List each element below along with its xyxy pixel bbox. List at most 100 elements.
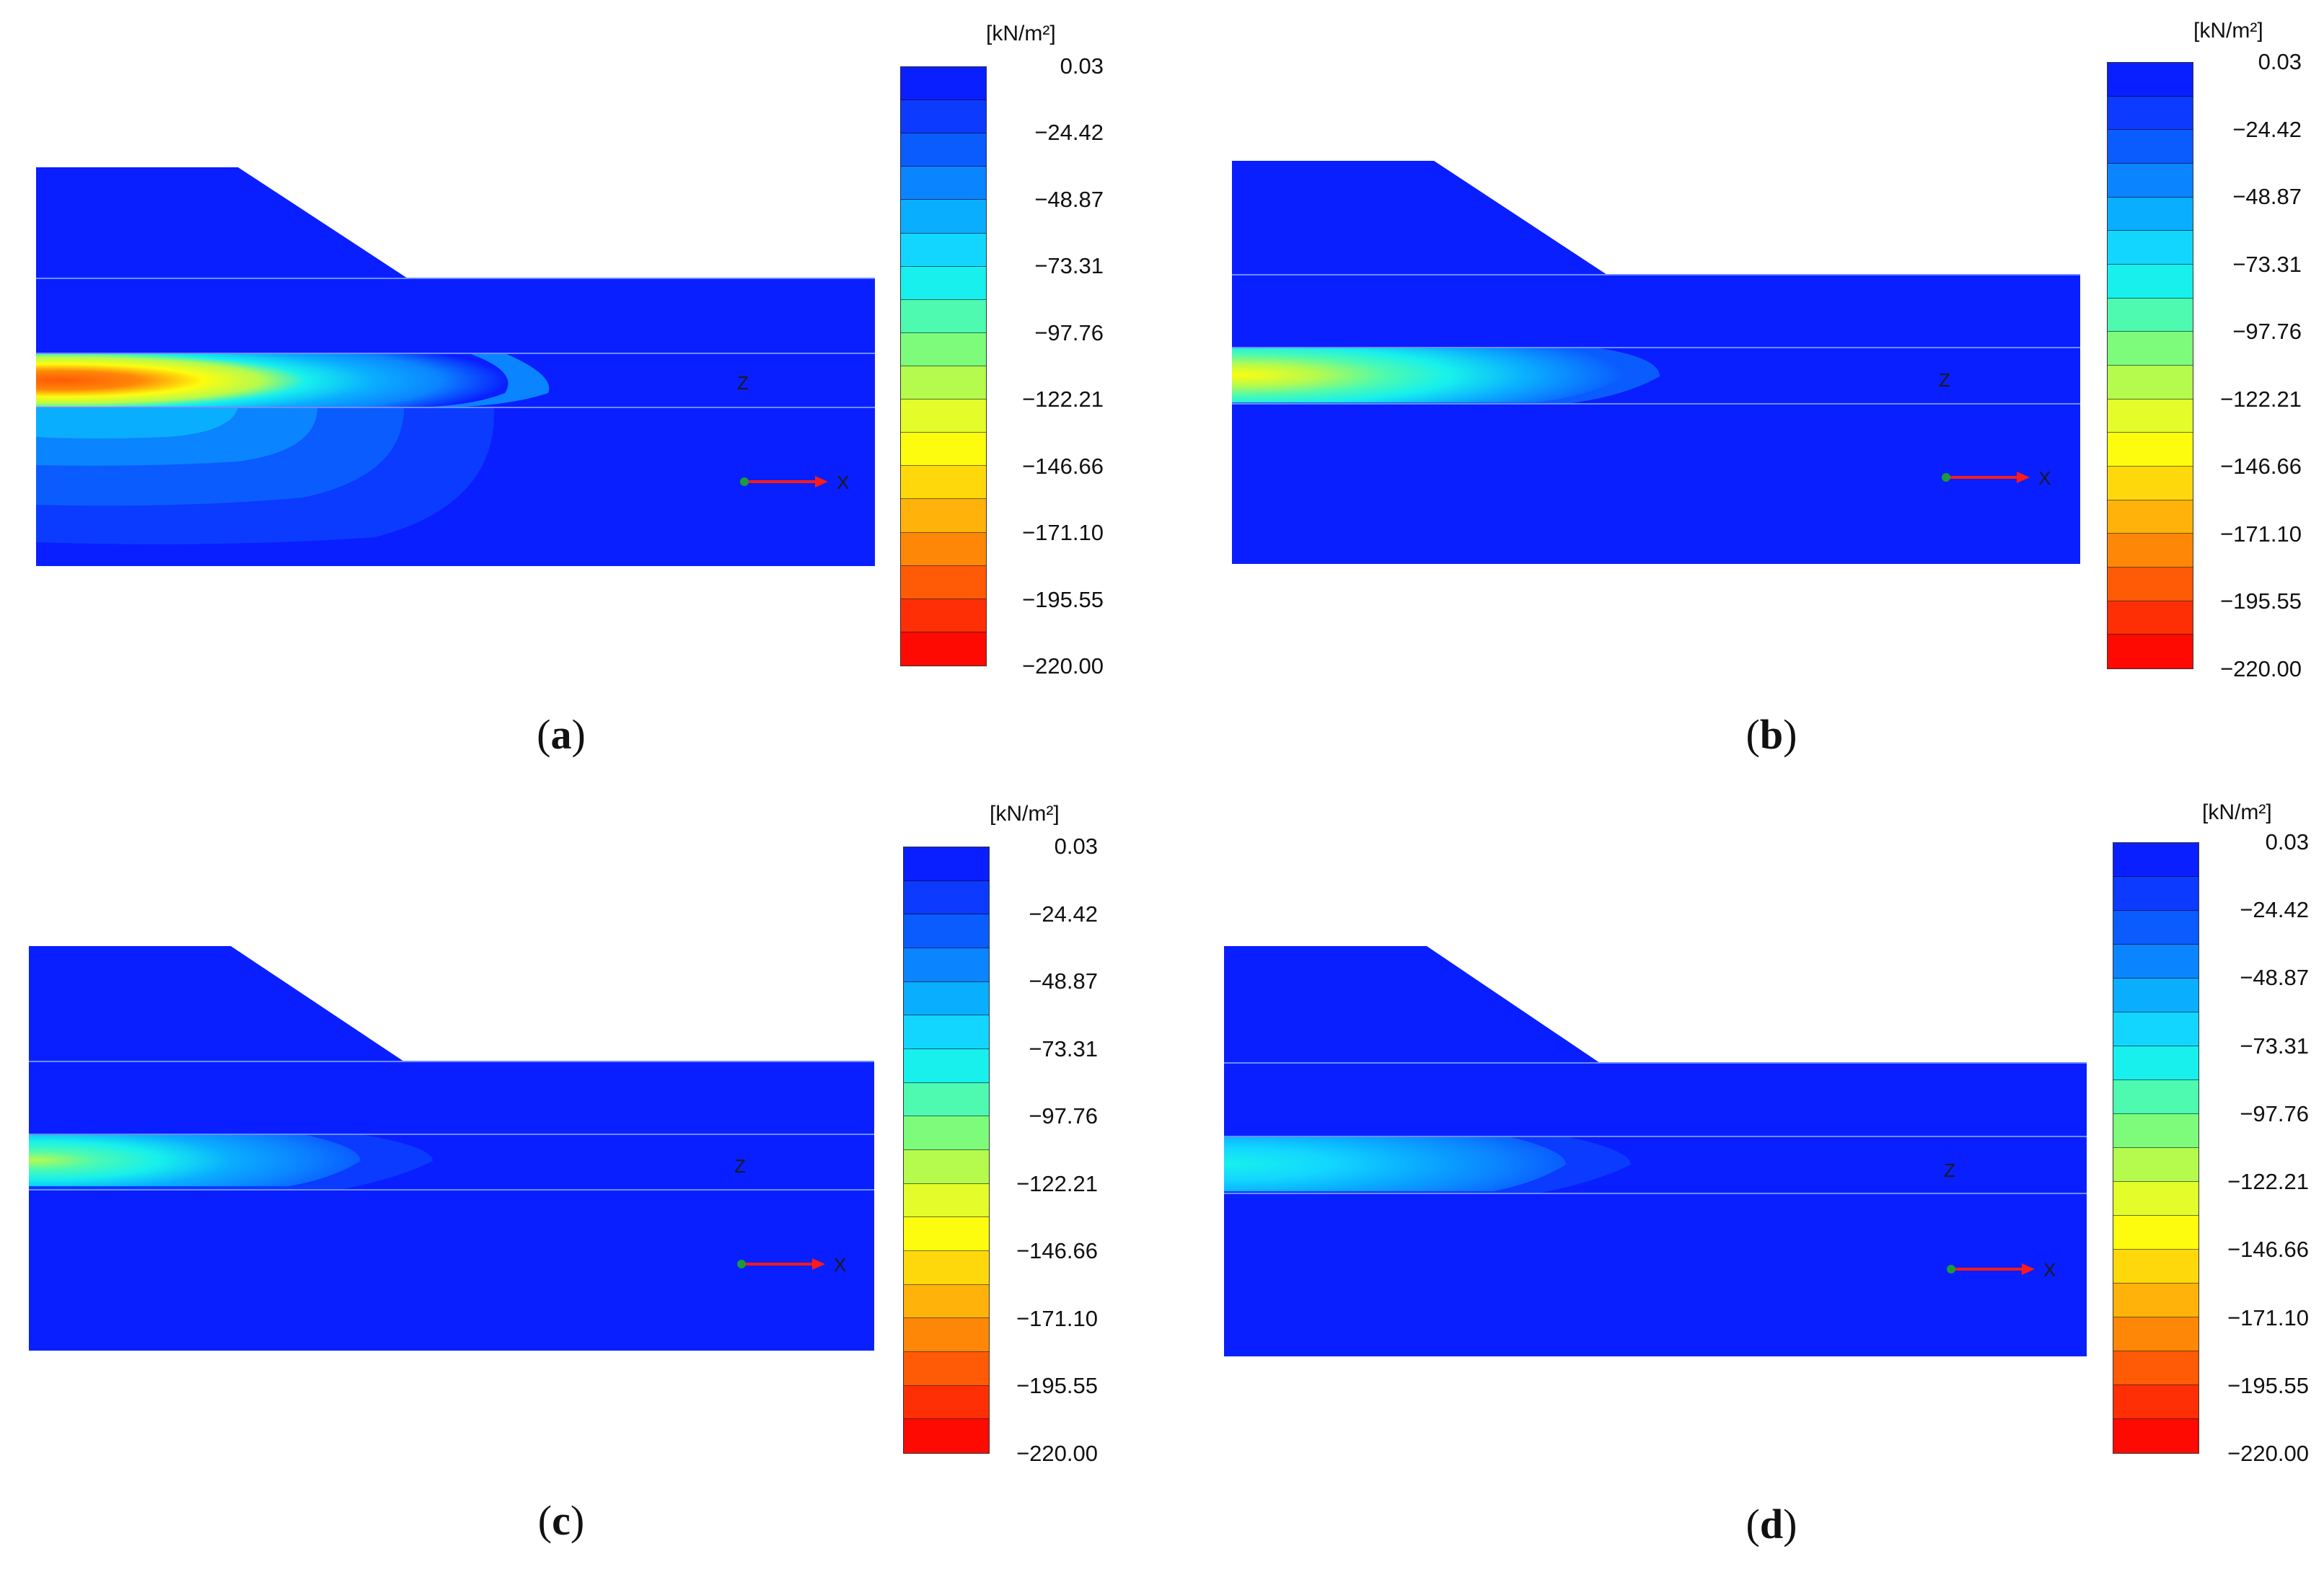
legend-band	[2113, 1284, 2198, 1317]
legend-band	[904, 880, 989, 915]
legend-tick-label: −195.55	[2227, 1372, 2309, 1398]
legend-tick-label: −171.10	[1022, 520, 1104, 546]
legend-band	[2108, 298, 2193, 332]
color-legend	[2107, 62, 2193, 669]
legend-band	[901, 133, 986, 167]
legend-band	[904, 1217, 989, 1251]
legend-band	[2108, 500, 2193, 534]
legend-tick-label: −146.66	[1016, 1238, 1098, 1264]
legend-tick-label: −24.42	[2232, 116, 2302, 142]
panel-b: Z X [kN/m²] (b) 0.03 −24.42 −48.87 −73.31 −9…	[1162, 0, 2324, 786]
legend-band	[904, 1048, 989, 1083]
legend-band	[904, 1149, 989, 1184]
legend-tick-label: −171.10	[2220, 521, 2302, 547]
legend-band	[901, 67, 986, 101]
legend-band	[901, 233, 986, 267]
legend-band	[2108, 466, 2193, 500]
legend-band	[2113, 1182, 2198, 1216]
legend-band	[2108, 264, 2193, 299]
legend-band	[2108, 231, 2193, 265]
legend-tick-label: −195.55	[2220, 588, 2302, 614]
legend-band	[904, 1015, 989, 1049]
legend-band	[2108, 130, 2193, 164]
legend-tick-label: −171.10	[1016, 1305, 1098, 1331]
legend-tick-label: −73.31	[2240, 1033, 2309, 1059]
legend-tick-label: −220.00	[1022, 653, 1104, 679]
legend-tick-label: −97.76	[2232, 319, 2302, 345]
legend-band	[901, 466, 986, 500]
legend-band	[901, 399, 986, 433]
legend-tick-label: 0.03	[1060, 53, 1104, 79]
z-axis-label: Z	[1944, 1160, 1955, 1181]
loaded-layer	[29, 1134, 361, 1186]
legend-tick-label: −195.55	[1016, 1373, 1098, 1399]
color-legend	[903, 847, 990, 1454]
legend-tick-label: −146.66	[2227, 1237, 2309, 1263]
legend-band	[2108, 601, 2193, 635]
legend-tick-label: −73.31	[2232, 251, 2302, 277]
legend-band	[2108, 332, 2193, 366]
legend-band	[901, 100, 986, 134]
legend-tick-label: −122.21	[1016, 1170, 1098, 1196]
legend-band	[904, 1419, 989, 1453]
legend-band	[2113, 1351, 2198, 1385]
legend-band	[2113, 1046, 2198, 1080]
legend-unit: [kN/m²]	[2193, 19, 2263, 43]
legend-band	[2113, 1216, 2198, 1250]
legend-tick-label: −122.21	[1022, 387, 1104, 412]
legend-band	[2113, 1148, 2198, 1182]
legend-tick-label: −97.76	[1034, 319, 1104, 345]
soil-body	[29, 946, 874, 1351]
stress-bulb-core	[36, 407, 238, 438]
color-legend	[900, 66, 987, 666]
x-axis-label: X	[2043, 1259, 2056, 1281]
loaded-layer	[1224, 1136, 1566, 1191]
legend-band	[2113, 1250, 2198, 1284]
legend-tick-label: −97.76	[1029, 1103, 1098, 1129]
legend-tick-label: −195.55	[1022, 586, 1104, 612]
legend-band	[2108, 433, 2193, 467]
legend-band	[2108, 365, 2193, 399]
legend-tick-label: −122.21	[2220, 386, 2302, 412]
model-view-d: Z X	[1224, 946, 2087, 1356]
legend-tick-label: −146.66	[1022, 453, 1104, 479]
legend-band	[2108, 197, 2193, 231]
color-legend	[2113, 842, 2199, 1454]
legend-band	[901, 565, 986, 599]
panel-c: Z X [kN/m²] (c) 0.03 −24.42 −48.87 −73.31 −9…	[0, 786, 1162, 1572]
legend-band	[2113, 979, 2198, 1012]
legend-band	[2113, 911, 2198, 945]
legend-tick-label: −220.00	[2220, 656, 2302, 681]
axis-triad: Z X	[1944, 1160, 2056, 1281]
soil-body	[1232, 161, 2080, 564]
legend-band	[904, 1284, 989, 1319]
model-view-a: Z X	[36, 167, 875, 566]
legend-tick-label: −48.87	[2240, 965, 2309, 991]
loaded-layer	[1232, 348, 1624, 402]
legend-band	[2108, 163, 2193, 198]
legend-band	[904, 847, 989, 881]
legend-band	[901, 599, 986, 632]
legend-band	[904, 1082, 989, 1117]
legend-unit: [kN/m²]	[2202, 800, 2272, 824]
legend-band	[2113, 1317, 2198, 1351]
legend-band	[2108, 96, 2193, 131]
caption-b: (b)	[1746, 711, 1797, 758]
legend-band	[904, 1183, 989, 1218]
z-axis-label: Z	[734, 1155, 746, 1177]
legend-band	[901, 532, 986, 566]
legend-band	[2108, 534, 2193, 568]
legend-band	[2108, 399, 2193, 433]
legend-band	[901, 266, 986, 300]
legend-band	[2113, 843, 2198, 877]
x-axis-label: X	[837, 472, 849, 493]
legend-tick-label: −171.10	[2227, 1304, 2309, 1330]
legend-band	[904, 981, 989, 1016]
legend-band	[2113, 945, 2198, 979]
legend-band	[2108, 567, 2193, 601]
legend-band	[904, 1351, 989, 1386]
legend-tick-label: −220.00	[2227, 1441, 2309, 1466]
legend-tick-label: 0.03	[1054, 834, 1098, 859]
legend-band	[904, 1385, 989, 1420]
soil-body	[1224, 946, 2087, 1356]
